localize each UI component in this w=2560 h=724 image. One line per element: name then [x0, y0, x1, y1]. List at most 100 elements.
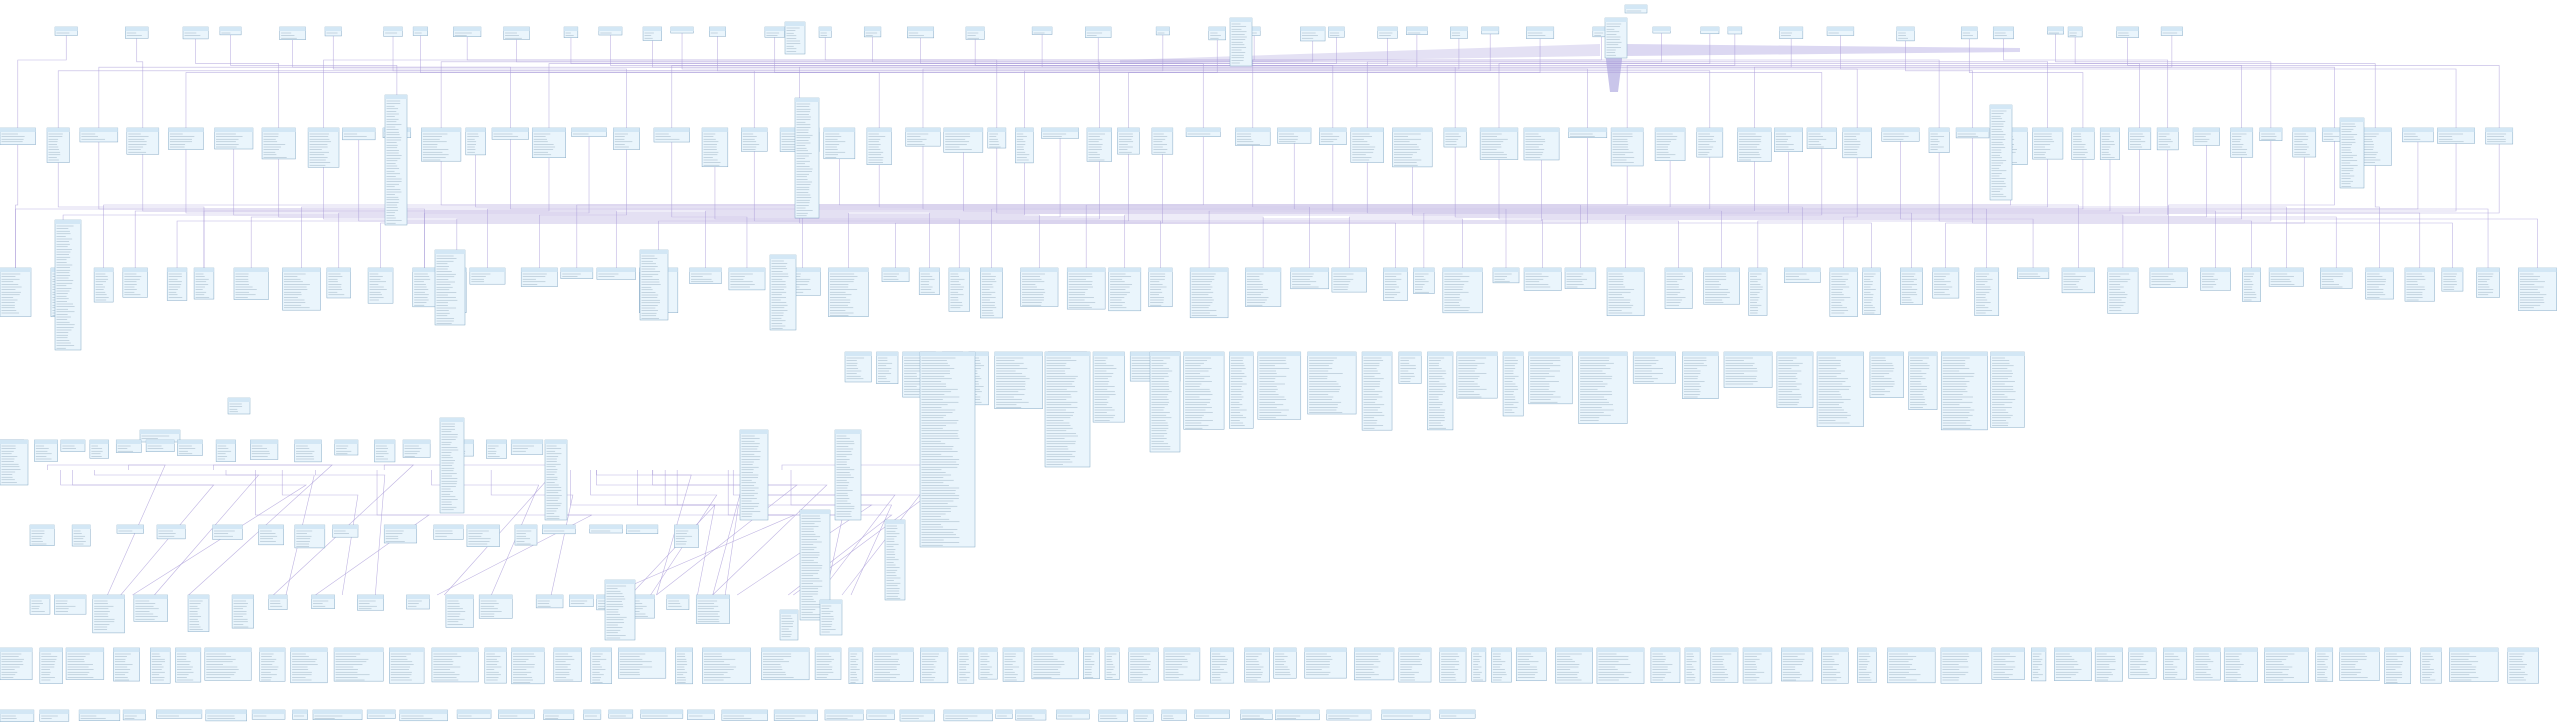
links: [15, 33, 2538, 596]
relation-line: [1905, 40, 1973, 128]
table-body: [1442, 267, 1483, 314]
relation-line: [15, 144, 19, 268]
table: [1183, 351, 1225, 430]
table: [1684, 647, 1701, 684]
table-header: [2420, 648, 2442, 652]
table: [702, 647, 751, 684]
table-header: [233, 268, 269, 272]
table-header: [968, 352, 989, 356]
table-body: [1696, 127, 1724, 158]
table: [1244, 647, 1270, 683]
table: [510, 439, 544, 455]
table-header: [259, 648, 286, 652]
table-header: [498, 710, 535, 714]
table-body: [531, 127, 566, 158]
table: [1492, 267, 1520, 284]
table: [384, 94, 408, 226]
table-body: [848, 647, 864, 684]
relation-line: [705, 159, 2111, 268]
relation-line: [392, 36, 755, 128]
table: [1654, 127, 1686, 161]
relation-line: [1625, 148, 1823, 268]
table: [1350, 127, 1384, 163]
table-header: [1186, 128, 1221, 132]
link-bundle: [1120, 44, 1600, 64]
table: [1703, 267, 1740, 305]
table: [1326, 709, 1372, 721]
table-header: [175, 648, 201, 652]
table-body: [1086, 127, 1112, 162]
table-header: [1650, 648, 1680, 652]
relation-line: [878, 164, 1803, 268]
table: [453, 26, 482, 37]
table-body: [639, 249, 669, 321]
table-header: [2404, 268, 2435, 272]
relation-line: [456, 161, 1100, 268]
relation-line: [136, 38, 144, 128]
relation-line: [596, 470, 798, 596]
table-header: [613, 128, 640, 132]
table-body: [1350, 127, 1384, 163]
table-header: [674, 525, 699, 529]
table-body: [2339, 117, 2365, 189]
table: [1307, 351, 1357, 415]
relation-line: [1097, 37, 2457, 128]
table-header: [214, 128, 253, 132]
table: [828, 267, 869, 317]
table: [383, 524, 418, 544]
table: [1523, 127, 1560, 161]
table: [1650, 647, 1681, 684]
table-header: [1190, 268, 1229, 272]
table-body: [701, 127, 729, 168]
table-header: [1652, 27, 1671, 31]
table-header: [469, 268, 506, 272]
table: [701, 127, 729, 168]
table-header: [421, 128, 461, 132]
table-body: [1932, 267, 1960, 299]
table-header: [1248, 27, 1261, 31]
table-header: [2507, 648, 2539, 652]
relation-line: [195, 38, 280, 128]
table-header: [1974, 268, 1999, 272]
table-header: [367, 710, 396, 714]
table-header: [2437, 128, 2475, 132]
table: [1774, 127, 1803, 153]
table-header: [1300, 27, 1326, 31]
table-header: [2269, 268, 2304, 272]
table: [1908, 351, 1938, 410]
table-header: [2032, 128, 2063, 132]
table-body: [1210, 647, 1235, 684]
table-body: [484, 647, 507, 684]
table: [1727, 26, 1743, 35]
table-header: [1307, 352, 1357, 356]
table: [994, 351, 1043, 409]
relation-line: [671, 38, 1388, 128]
table: [618, 647, 667, 679]
relation-line: [332, 35, 627, 128]
table-header: [1392, 128, 1433, 132]
table-header: [403, 440, 431, 444]
table: [402, 439, 431, 458]
table: [957, 647, 975, 684]
table: [2365, 267, 2394, 300]
table: [848, 647, 864, 684]
table: [2259, 127, 2283, 141]
table-header: [326, 268, 351, 272]
table: [2420, 647, 2442, 684]
table: [324, 26, 342, 37]
table: [433, 524, 464, 540]
table-header: [445, 595, 474, 599]
table: [872, 647, 914, 682]
relation-line: [974, 39, 2242, 128]
relation-line: [1626, 33, 1736, 128]
table-header: [140, 430, 180, 434]
table: [1491, 647, 1512, 683]
table: [583, 709, 602, 720]
table: [2160, 26, 2183, 36]
table-header: [1128, 648, 1159, 652]
table: [569, 594, 594, 607]
table: [116, 524, 144, 534]
table-header: [1990, 352, 2025, 356]
table: [357, 594, 385, 611]
table-body: [0, 439, 29, 486]
